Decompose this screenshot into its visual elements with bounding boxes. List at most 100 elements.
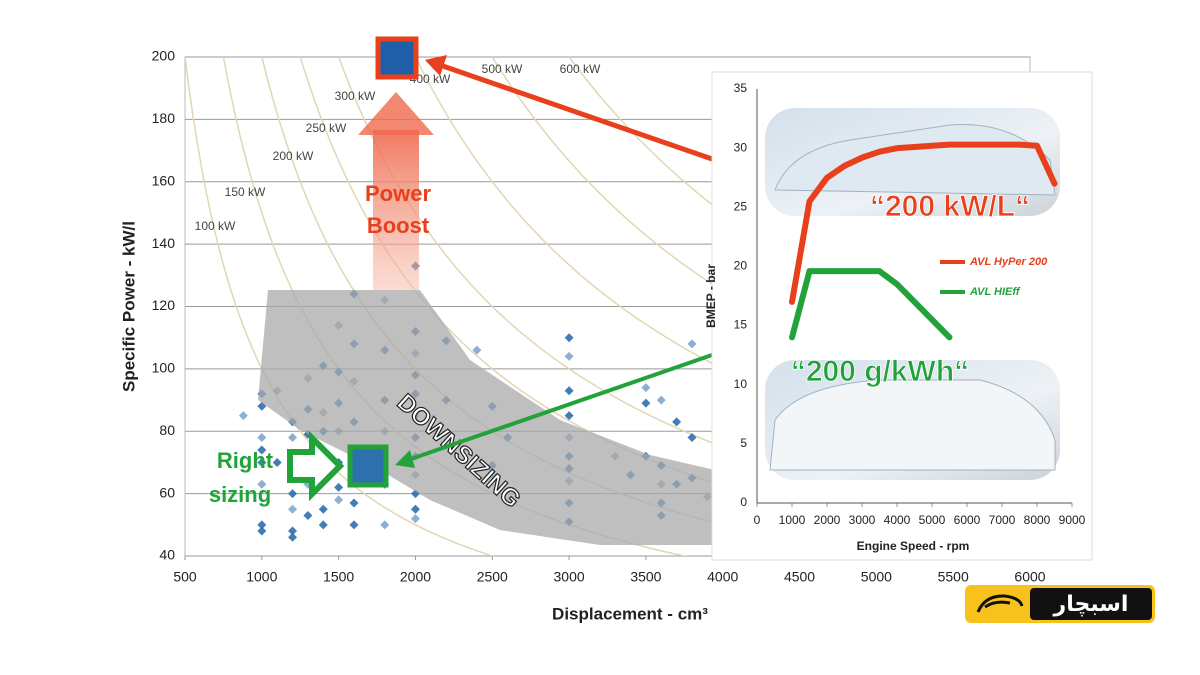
y-tick-label: 0 [740,495,747,509]
y-axis-label: Specific Power - kW/l [119,221,138,392]
logo-text: اسبچار [1053,592,1129,617]
y-tick-label: 200 [152,48,176,64]
x-tick-label: 6000 [954,513,981,527]
y-axis-label: BMEP - bar [704,264,718,328]
data-point [641,383,651,393]
y-tick-label: 60 [159,484,175,500]
x-tick-label: 5500 [938,569,969,585]
data-line [789,268,953,341]
legend-label: AVL HIEff [969,286,1021,298]
right-sizing-arrow [287,430,345,502]
data-point [380,520,390,530]
claim-text: “200 kW/L“ [870,190,1030,223]
y-tick-label: 35 [734,81,748,95]
data-point [410,514,420,524]
data-point [257,432,267,442]
data-point [288,489,298,499]
power-curve-label: 600 kW [560,62,601,76]
power-curve-label: 200 kW [273,149,314,163]
data-point [349,520,359,530]
data-point [410,504,420,514]
power-curve-label: 100 kW [195,219,236,233]
x-axis-label: Engine Speed - rpm [857,539,970,553]
y-tick-label: 20 [734,259,748,273]
x-tick-label: 3000 [554,569,585,585]
data-point [288,504,298,514]
data-point [257,457,267,467]
power-curve-label: 250 kW [306,121,347,135]
x-tick-label: 9000 [1059,513,1086,527]
y-tick-label: 40 [159,547,175,563]
data-point [687,339,697,349]
boost-arrow-body [373,130,419,290]
data-line [789,141,1058,305]
data-point [564,333,574,343]
power-boost-text: Boost [367,213,430,238]
data-point [641,398,651,408]
highlight-box [347,444,389,488]
x-tick-label: 6000 [1014,569,1045,585]
x-tick-label: 4000 [707,569,738,585]
x-tick-label: 0 [754,513,761,527]
data-point [257,445,267,455]
claim-text: “200 g/kWh“ [791,355,969,388]
data-point [334,482,344,492]
y-tick-label: 100 [152,360,176,376]
pointer-arrow [407,353,713,462]
boost-arrow-head [358,92,434,135]
right-sizing-text: Right [217,448,274,473]
x-tick-label: 3000 [849,513,876,527]
x-tick-label: 1000 [779,513,806,527]
x-tick-label: 2500 [477,569,508,585]
logo-icon [976,594,1024,613]
x-tick-label: 3500 [630,569,661,585]
data-point [257,526,267,536]
x-tick-label: 7000 [989,513,1016,527]
data-point [318,504,328,514]
data-point [656,395,666,405]
data-point [318,520,328,530]
inset-chart: 0 5 10 15 20 25 30 35 0 1000 2000 3000 4000 5000 6000 7… [704,81,1085,553]
legend-label: AVL HyPer 200 [969,256,1048,268]
y-tick-label: 80 [159,422,175,438]
power-curve-label: 300 kW [335,89,376,103]
x-axis-label: Displacement - cm³ [552,604,708,623]
x-tick-label: 2000 [400,569,431,585]
y-tick-label: 180 [152,110,176,126]
x-tick-label: 8000 [1024,513,1051,527]
data-point [288,532,298,542]
data-point [288,526,298,536]
data-point [334,495,344,505]
data-point [303,510,313,520]
data-point [672,417,682,427]
y-tick-label: 10 [734,377,748,391]
data-point [238,411,248,421]
downsizing-band [258,290,715,545]
y-tick-label: 5 [740,436,747,450]
y-tick-label: 30 [734,140,748,154]
power-curve-label: 400 kW [410,72,451,86]
x-tick-label: 1000 [246,569,277,585]
pointer-arrow-head [425,55,447,76]
right-sizing-text: sizing [209,482,271,507]
data-point [564,411,574,421]
x-tick-label: 1500 [323,569,354,585]
x-tick-label: 4500 [784,569,815,585]
y-tick-label: 15 [734,318,748,332]
data-point [687,432,697,442]
car-photo [769,379,1056,471]
x-tick-label: 5000 [919,513,946,527]
y-tick-label: 160 [152,172,176,188]
x-tick-label: 4000 [884,513,911,527]
data-point [564,386,574,396]
x-tick-label: 5000 [861,569,892,585]
data-point [272,457,282,467]
data-point [472,345,482,355]
y-tick-label: 120 [152,297,176,313]
x-tick-label: 500 [173,569,197,585]
logo-badge [1030,588,1152,620]
power-curve-label: 500 kW [482,62,523,76]
data-point [564,351,574,361]
highlight-box [375,36,419,80]
